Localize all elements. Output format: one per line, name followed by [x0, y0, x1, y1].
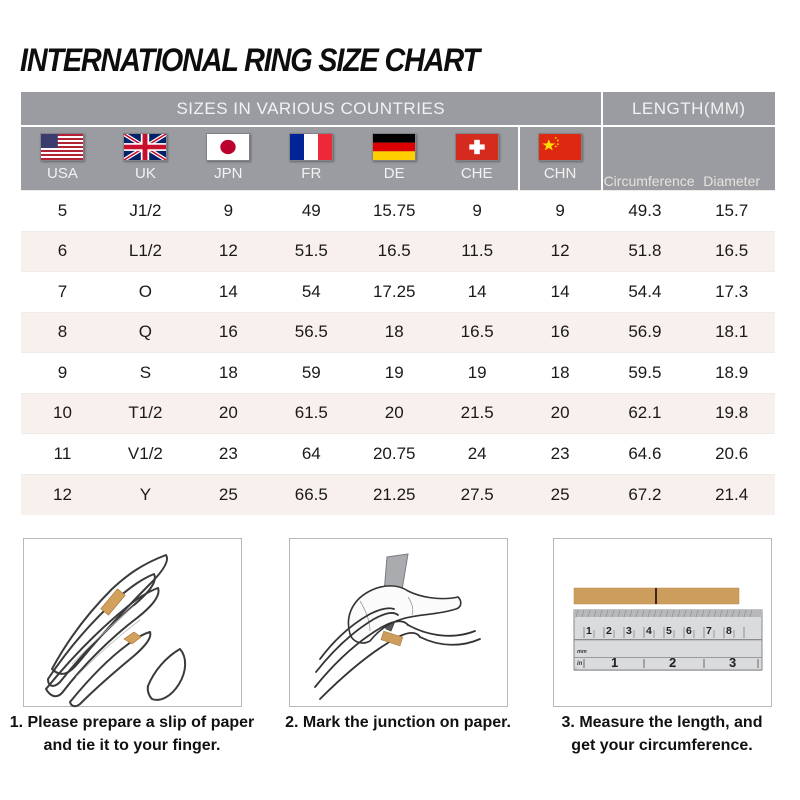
svg-text:3: 3 — [729, 655, 736, 670]
svg-text:3: 3 — [626, 625, 632, 637]
svg-text:4: 4 — [646, 625, 652, 637]
svg-text:mm: mm — [577, 649, 587, 655]
svg-text:1: 1 — [611, 655, 618, 670]
svg-text:7: 7 — [706, 625, 712, 637]
svg-text:in: in — [577, 661, 583, 667]
svg-text:2: 2 — [606, 625, 612, 637]
svg-text:6: 6 — [686, 625, 692, 637]
svg-text:1: 1 — [586, 625, 592, 637]
svg-text:5: 5 — [666, 625, 672, 637]
svg-text:2: 2 — [669, 655, 676, 670]
svg-text:8: 8 — [726, 625, 732, 637]
